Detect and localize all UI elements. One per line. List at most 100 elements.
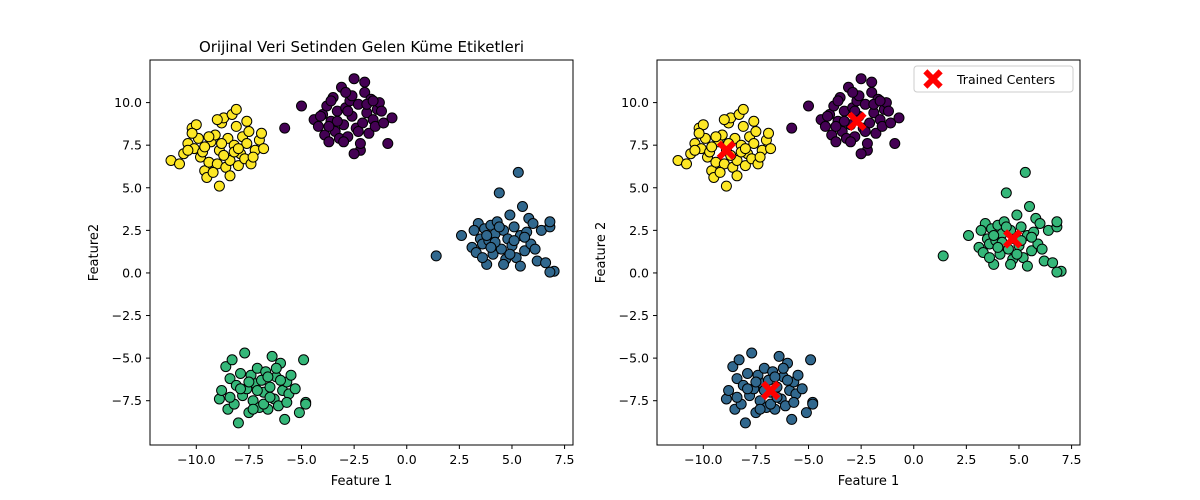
data-point xyxy=(498,258,510,270)
data-point xyxy=(706,141,718,153)
right-y-axis-label: Feature 2 xyxy=(594,222,609,284)
data-point xyxy=(782,374,793,386)
data-point xyxy=(777,362,789,374)
right-points-layer xyxy=(672,73,1067,429)
data-point xyxy=(830,136,842,148)
data-point xyxy=(847,86,859,98)
data-point xyxy=(742,383,753,395)
left-y-axis-ticks: −7.5 −5.0 −2.5 0.0 2.5 5.0 7.5 10.0 xyxy=(112,95,150,408)
data-point xyxy=(992,241,1004,253)
data-point xyxy=(874,95,886,107)
data-point xyxy=(508,235,520,247)
data-point xyxy=(235,383,246,395)
data-point xyxy=(746,347,758,359)
data-point xyxy=(293,407,305,419)
data-point xyxy=(750,126,762,137)
data-point xyxy=(323,120,335,132)
data-point xyxy=(230,120,242,132)
data-point xyxy=(544,216,556,228)
y-tick-label: 5.0 xyxy=(629,180,649,195)
data-point xyxy=(493,221,505,233)
data-point xyxy=(1000,187,1012,199)
data-point xyxy=(864,117,876,129)
data-point xyxy=(224,373,236,385)
data-point xyxy=(323,136,335,148)
data-point xyxy=(1021,260,1033,272)
data-point xyxy=(1011,248,1023,260)
data-point xyxy=(1036,243,1048,255)
x-tick-label: −7.5 xyxy=(234,452,264,467)
x-tick-label: −2.5 xyxy=(339,452,369,467)
y-tick-label: 2.5 xyxy=(122,223,142,238)
data-point xyxy=(220,361,232,373)
data-point xyxy=(529,243,541,255)
x-tick-label: −7.5 xyxy=(741,452,771,467)
left-x-axis-ticks: −10.0 −7.5 −5.0 −2.5 0.0 2.5 5.0 7.5 xyxy=(177,445,575,467)
data-point xyxy=(889,138,901,149)
data-point xyxy=(325,95,337,107)
data-point xyxy=(430,250,442,262)
data-point xyxy=(378,117,390,129)
data-point xyxy=(1026,231,1038,243)
data-point xyxy=(527,218,539,229)
data-point xyxy=(822,110,833,122)
data-point xyxy=(216,138,228,149)
data-point xyxy=(737,120,749,132)
data-point xyxy=(988,230,1000,241)
data-point xyxy=(207,166,219,178)
data-point xyxy=(727,361,739,373)
data-point xyxy=(1024,201,1035,212)
y-tick-label: −2.5 xyxy=(112,308,142,323)
data-point xyxy=(866,76,878,88)
data-point xyxy=(855,73,867,85)
data-point xyxy=(504,248,516,260)
data-point xyxy=(718,114,730,126)
y-tick-label: 10.0 xyxy=(114,95,142,110)
data-point xyxy=(1026,245,1038,257)
legend-x-shape xyxy=(923,69,943,89)
data-point xyxy=(1005,258,1017,270)
y-tick-label: −5.0 xyxy=(619,351,649,366)
data-point xyxy=(796,383,808,395)
data-point xyxy=(508,221,520,233)
data-point xyxy=(723,385,735,396)
data-point xyxy=(239,347,251,359)
data-point xyxy=(754,403,766,415)
data-point xyxy=(182,144,194,156)
data-point xyxy=(807,398,819,410)
trained-center-x-icon xyxy=(1002,229,1023,249)
left-scatter-plot: Orijinal Veri Setinden Gelen Küme Etiket… xyxy=(87,38,575,489)
data-point xyxy=(800,407,812,419)
x-tick-label: 7.5 xyxy=(555,452,575,467)
y-tick-label: 7.5 xyxy=(629,138,649,153)
data-point xyxy=(512,166,524,178)
data-point xyxy=(830,120,842,132)
x-tick-label: 0.0 xyxy=(397,452,417,467)
data-point xyxy=(832,95,844,107)
data-point xyxy=(765,143,777,155)
data-point xyxy=(748,115,760,127)
data-point xyxy=(792,369,804,381)
data-point xyxy=(805,354,817,366)
data-point xyxy=(363,127,375,139)
data-point xyxy=(281,396,293,408)
data-point xyxy=(697,119,709,131)
data-point xyxy=(456,230,467,241)
data-point xyxy=(544,266,556,278)
data-point xyxy=(748,138,760,149)
y-tick-label: −7.5 xyxy=(112,393,142,408)
y-tick-label: 0.0 xyxy=(122,265,142,280)
data-point xyxy=(216,385,228,396)
data-point xyxy=(693,127,705,139)
right-x-axis-ticks: −10.0 −7.5 −5.0 −2.5 0.0 2.5 5.0 7.5 xyxy=(684,445,1082,467)
data-point xyxy=(298,354,310,366)
data-point xyxy=(1015,221,1027,233)
y-tick-label: 0.0 xyxy=(629,265,649,280)
x-tick-label: −5.0 xyxy=(793,452,823,467)
data-point xyxy=(247,151,259,163)
data-point xyxy=(186,127,198,139)
data-point xyxy=(540,257,552,269)
data-point xyxy=(893,112,905,124)
left-points-layer xyxy=(165,73,560,429)
